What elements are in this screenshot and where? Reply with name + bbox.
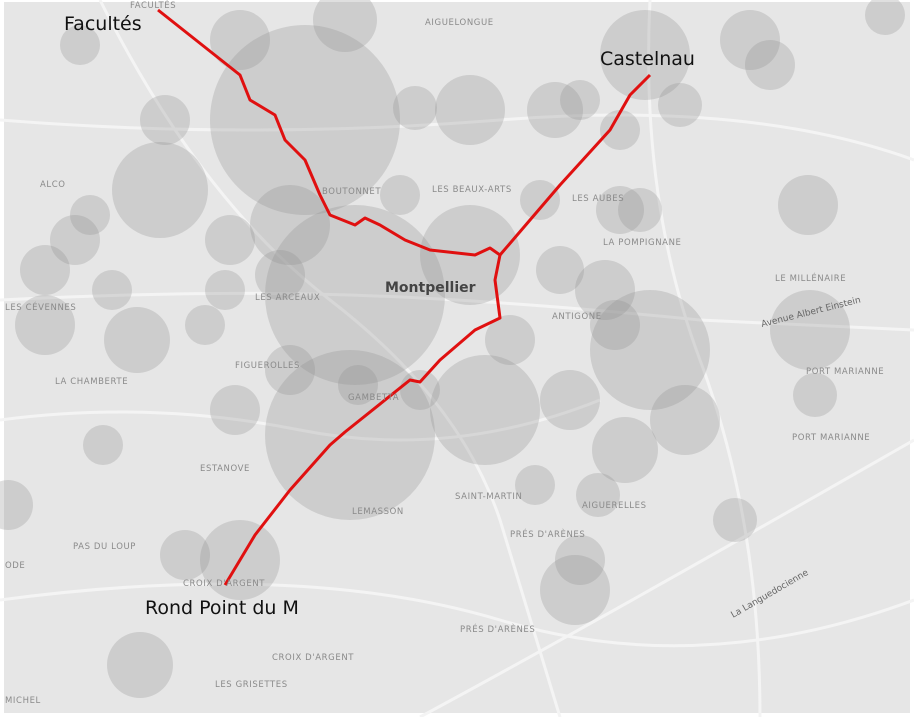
density-circle	[650, 385, 720, 455]
city-label: Montpellier	[385, 280, 476, 296]
density-circle	[210, 10, 270, 70]
density-circle	[265, 205, 445, 385]
density-circle	[250, 185, 330, 265]
density-circle	[540, 555, 610, 625]
density-circle	[380, 175, 420, 215]
density-circle	[15, 295, 75, 355]
density-circle	[0, 480, 33, 530]
district-label: LE MILLÉNAIRE	[775, 272, 846, 284]
district-label: MICHEL	[5, 696, 41, 706]
density-circle	[745, 40, 795, 90]
district-label: LES AUBES	[572, 194, 624, 204]
district-label: LES BEAUX-ARTS	[432, 185, 512, 195]
density-circle	[92, 270, 132, 310]
density-circle	[160, 530, 210, 580]
density-circle	[255, 250, 305, 300]
district-label: PORT MARIANNE	[792, 433, 870, 443]
district-label: PAS DU LOUP	[73, 542, 136, 552]
density-circle	[865, 0, 905, 35]
density-circle	[50, 215, 100, 265]
density-circle	[793, 373, 837, 417]
density-circle	[560, 80, 600, 120]
district-label: LA CHAMBERTE	[55, 377, 128, 387]
district-label: GAMBETTA	[348, 393, 399, 403]
tram-line	[157, 8, 502, 586]
density-circle	[205, 215, 255, 265]
density-circle	[112, 142, 208, 238]
district-label: PRÉS D'ARÈNES	[510, 528, 585, 540]
endpoint-label: Rond Point du M	[145, 597, 299, 619]
district-label: LA POMPIGNANE	[603, 238, 682, 248]
density-circle	[618, 188, 662, 232]
district-label: ODE	[5, 561, 25, 571]
density-circle	[485, 315, 535, 365]
district-label: ALCO	[40, 180, 66, 190]
density-circle	[210, 385, 260, 435]
density-circle	[515, 465, 555, 505]
district-label: PRÉS D'ARÈNES	[460, 623, 535, 635]
density-circle	[107, 632, 173, 698]
district-label: AIGUELONGUE	[425, 18, 494, 28]
density-circle	[713, 498, 757, 542]
density-circle	[658, 83, 702, 127]
district-label: CROIX D'ARGENT	[272, 653, 354, 663]
density-circle	[338, 365, 378, 405]
density-circle	[20, 245, 70, 295]
density-circle	[70, 195, 110, 235]
density-circle	[400, 370, 440, 410]
tram-line	[498, 73, 652, 256]
density-circle	[778, 175, 838, 235]
density-circle	[600, 10, 690, 100]
district-label: LES GRISETTES	[215, 680, 288, 690]
district-label: CROIX D'ARGENT	[183, 579, 265, 589]
density-circle	[592, 417, 658, 483]
density-circle	[185, 305, 225, 345]
district-label: LES CÉVENNES	[5, 301, 76, 313]
district-label: FIGUEROLLES	[235, 361, 300, 371]
district-label: AIGUERELLES	[582, 501, 647, 511]
district-label: ESTANOVE	[200, 464, 250, 474]
density-circle	[393, 86, 437, 130]
density-circle	[104, 307, 170, 373]
endpoint-label: Castelnau	[600, 48, 695, 70]
density-circle	[590, 300, 640, 350]
density-circle	[770, 290, 850, 370]
district-label: LES ARCEAUX	[255, 293, 320, 303]
density-circle	[265, 345, 315, 395]
density-circle	[205, 270, 245, 310]
map-background	[4, 2, 910, 713]
density-circle	[575, 260, 635, 320]
district-label: FACULTÉS	[130, 0, 176, 11]
density-circle	[520, 180, 560, 220]
district-label: LEMASSON	[352, 507, 404, 517]
density-circle	[83, 425, 123, 465]
density-circle	[435, 75, 505, 145]
density-circle	[540, 370, 600, 430]
district-label: PORT MARIANNE	[806, 367, 884, 377]
density-circle	[313, 0, 377, 52]
density-circle	[527, 82, 583, 138]
district-label: ANTIGONE	[552, 312, 602, 322]
density-circle	[590, 290, 710, 410]
district-label: BOUTONNET	[322, 187, 381, 197]
density-circle	[536, 246, 584, 294]
density-circle	[600, 110, 640, 150]
density-circle	[140, 95, 190, 145]
density-circle	[720, 10, 780, 70]
density-circle	[576, 473, 620, 517]
density-circle	[555, 535, 605, 585]
district-label: SAINT-MARTIN	[455, 492, 522, 502]
density-circle	[430, 355, 540, 465]
density-circle	[596, 186, 644, 234]
density-circle	[60, 25, 100, 65]
endpoint-label: Facultés	[64, 13, 142, 35]
density-circle	[210, 25, 400, 215]
density-circles	[0, 0, 905, 698]
